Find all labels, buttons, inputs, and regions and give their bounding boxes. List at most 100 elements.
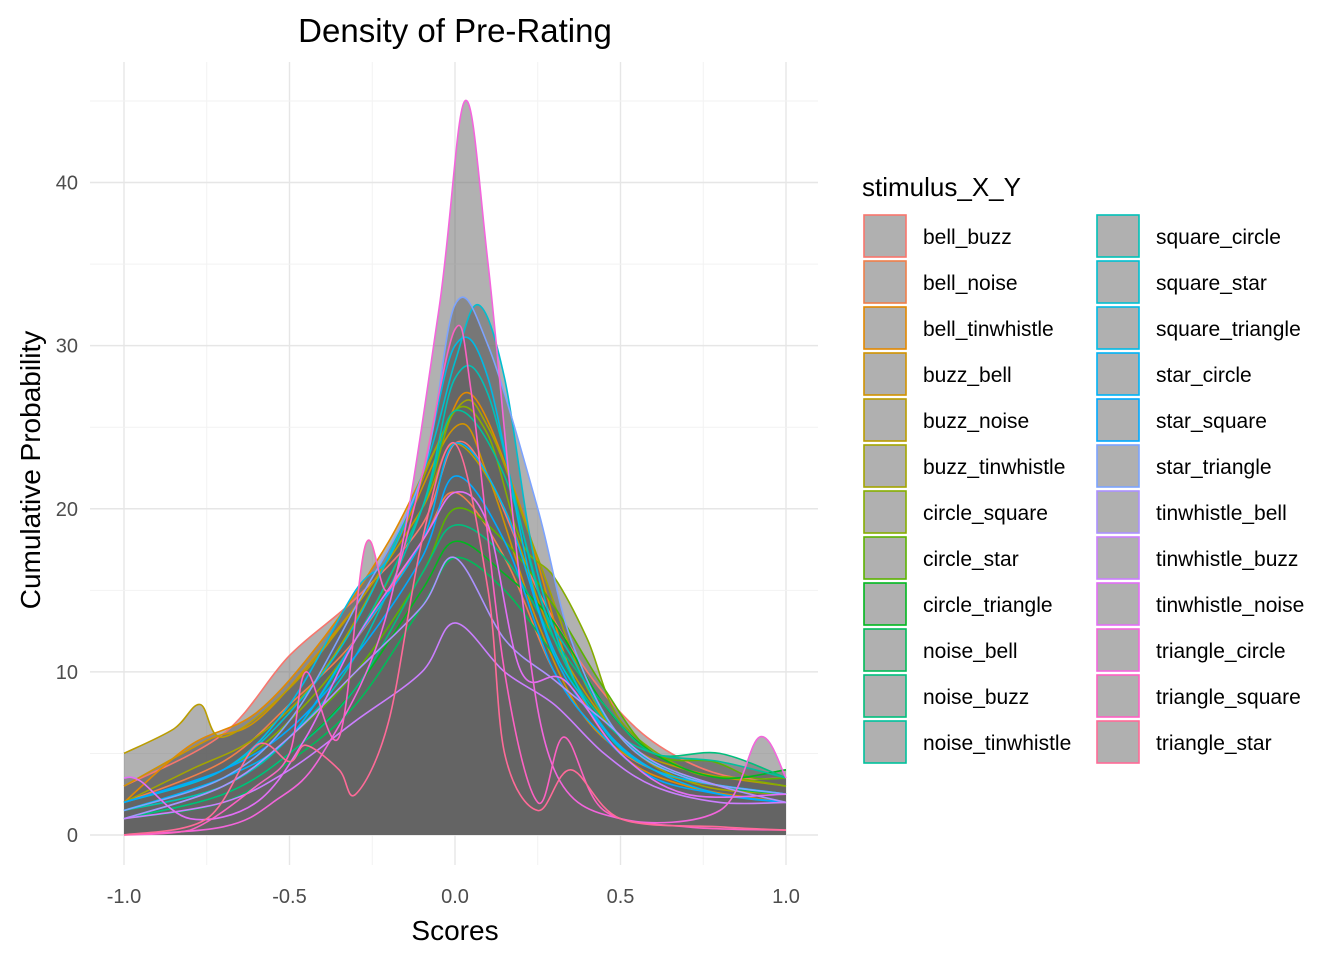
- legend-item-buzz_bell: buzz_bell: [863, 352, 1012, 396]
- legend-key: [1096, 306, 1140, 350]
- legend-key: [863, 490, 907, 534]
- legend-label: noise_tinwhistle: [923, 732, 1071, 755]
- x-axis-ticks: -1.0 -0.5 0.0 0.5 1.0: [107, 886, 800, 908]
- legend-label: square_star: [1156, 272, 1267, 295]
- x-axis-title: Scores: [411, 915, 498, 946]
- legend-label: tinwhistle_bell: [1156, 502, 1287, 525]
- legend-item-star_square: star_square: [1096, 398, 1267, 442]
- legend-label: noise_bell: [923, 640, 1018, 663]
- legend-label: bell_noise: [923, 272, 1018, 295]
- legend-label: square_triangle: [1156, 318, 1301, 341]
- y-tick-label: 30: [56, 336, 78, 358]
- legend-label: triangle_circle: [1156, 640, 1286, 663]
- legend-key: [863, 582, 907, 626]
- legend-item-bell_noise: bell_noise: [863, 260, 1018, 304]
- legend-key: [863, 352, 907, 396]
- legend-item-circle_star: circle_star: [863, 536, 1019, 580]
- legend-key: [1096, 674, 1140, 718]
- legend-key: [863, 398, 907, 442]
- legend-label: tinwhistle_noise: [1156, 594, 1304, 617]
- legend-item-star_circle: star_circle: [1096, 352, 1252, 396]
- x-tick-label: -0.5: [272, 886, 306, 908]
- legend-label: tinwhistle_buzz: [1156, 548, 1298, 571]
- legend-item-tinwhistle_noise: tinwhistle_noise: [1096, 582, 1304, 626]
- legend-key: [1096, 214, 1140, 258]
- legend-item-noise_buzz: noise_buzz: [863, 674, 1029, 718]
- density-line-star_triangle: [123, 296, 787, 812]
- y-tick-label: 10: [56, 662, 78, 684]
- legend-label: star_square: [1156, 410, 1267, 433]
- legend-key: [1096, 352, 1140, 396]
- density-line-tinwhistle_noise: [123, 491, 787, 821]
- chart-title: Density of Pre-Rating: [298, 12, 612, 49]
- legend-key: [1096, 582, 1140, 626]
- legend-item-tinwhistle_bell: tinwhistle_bell: [1096, 490, 1287, 534]
- legend: bell_buzz bell_noise bell_tinwhistle buzz_b…: [863, 214, 1304, 764]
- legend-label: star_triangle: [1156, 456, 1272, 479]
- x-tick-label: 1.0: [772, 886, 800, 908]
- legend-key: [1096, 444, 1140, 488]
- legend-item-noise_tinwhistle: noise_tinwhistle: [863, 720, 1071, 764]
- legend-key: [863, 720, 907, 764]
- legend-label: circle_square: [923, 502, 1048, 525]
- y-tick-label: 40: [56, 173, 78, 195]
- legend-key: [1096, 536, 1140, 580]
- density-line-triangle_square: [123, 324, 787, 836]
- legend-label: buzz_tinwhistle: [923, 456, 1065, 479]
- x-tick-label: -1.0: [107, 886, 141, 908]
- density-line-triangle_circle: [123, 99, 787, 836]
- density-line-triangle_star: [123, 442, 787, 836]
- legend-key: [1096, 628, 1140, 672]
- legend-label: star_circle: [1156, 364, 1252, 387]
- legend-item-square_circle: square_circle: [1096, 214, 1281, 258]
- legend-key: [863, 260, 907, 304]
- legend-label: triangle_square: [1156, 686, 1301, 709]
- legend-key: [1096, 398, 1140, 442]
- legend-label: circle_triangle: [923, 594, 1053, 617]
- legend-key: [863, 674, 907, 718]
- legend-label: bell_buzz: [923, 226, 1012, 249]
- legend-item-buzz_noise: buzz_noise: [863, 398, 1029, 442]
- legend-item-square_triangle: square_triangle: [1096, 306, 1301, 350]
- density-line-square_triangle: [123, 336, 787, 804]
- density-areas: [124, 100, 786, 836]
- legend-item-bell_tinwhistle: bell_tinwhistle: [863, 306, 1054, 350]
- legend-label: circle_star: [923, 548, 1019, 571]
- legend-label: buzz_bell: [923, 364, 1012, 387]
- legend-key: [863, 214, 907, 258]
- legend-label: square_circle: [1156, 226, 1281, 249]
- legend-item-triangle_square: triangle_square: [1096, 674, 1301, 718]
- legend-key: [863, 628, 907, 672]
- legend-key: [1096, 720, 1140, 764]
- y-axis-ticks: 0 10 20 30 40: [56, 173, 78, 848]
- legend-item-star_triangle: star_triangle: [1096, 444, 1272, 488]
- legend-label: buzz_noise: [923, 410, 1029, 433]
- y-tick-label: 20: [56, 499, 78, 521]
- x-tick-label: 0.0: [441, 886, 469, 908]
- legend-label: noise_buzz: [923, 686, 1029, 709]
- y-axis-title: Cumulative Probability: [15, 331, 46, 610]
- legend-item-bell_buzz: bell_buzz: [863, 214, 1012, 258]
- legend-item-noise_bell: noise_bell: [863, 628, 1018, 672]
- legend-item-circle_triangle: circle_triangle: [863, 582, 1053, 626]
- density-line-star_square: [123, 475, 787, 804]
- legend-item-buzz_tinwhistle: buzz_tinwhistle: [863, 444, 1065, 488]
- legend-key: [863, 536, 907, 580]
- legend-title: stimulus_X_Y: [862, 172, 1021, 202]
- density-line-tinwhistle_buzz: [123, 622, 787, 820]
- legend-item-tinwhistle_buzz: tinwhistle_buzz: [1096, 536, 1298, 580]
- legend-item-circle_square: circle_square: [863, 490, 1048, 534]
- legend-key: [1096, 490, 1140, 534]
- legend-item-triangle_circle: triangle_circle: [1096, 628, 1286, 672]
- x-tick-label: 0.5: [607, 886, 635, 908]
- legend-key: [1096, 260, 1140, 304]
- density-line-tinwhistle_bell: [123, 556, 787, 820]
- legend-label: bell_tinwhistle: [923, 318, 1054, 341]
- legend-item-triangle_star: triangle_star: [1096, 720, 1272, 764]
- legend-label: triangle_star: [1156, 732, 1272, 755]
- legend-key: [863, 444, 907, 488]
- density-area-triangle_star: [124, 442, 786, 835]
- legend-key: [863, 306, 907, 350]
- legend-item-square_star: square_star: [1096, 260, 1267, 304]
